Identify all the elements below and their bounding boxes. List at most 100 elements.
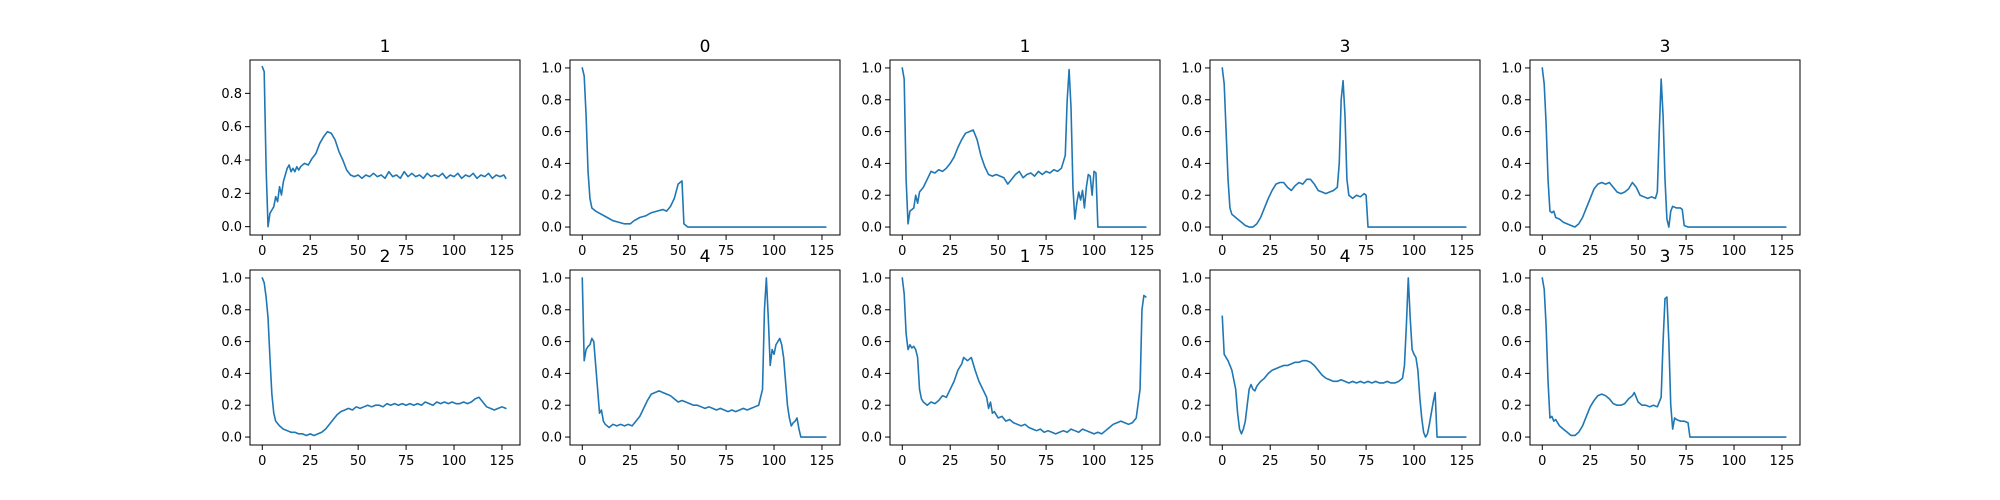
subplot-title: 3 xyxy=(1340,37,1351,57)
y-tick-label: 1.0 xyxy=(861,61,882,76)
x-tick-label: 0 xyxy=(578,454,586,469)
y-tick-label: 1.0 xyxy=(541,271,562,286)
y-tick-label: 0.8 xyxy=(541,303,562,318)
x-tick-label: 50 xyxy=(670,454,687,469)
axes-frame xyxy=(889,59,1161,236)
y-tick-label: 0.8 xyxy=(221,87,242,102)
x-tick-label: 75 xyxy=(1358,454,1375,469)
x-tick-label: 100 xyxy=(762,454,787,469)
y-tick-label: 1.0 xyxy=(1181,61,1202,76)
y-tick-label: 0.8 xyxy=(1181,303,1202,318)
series-line xyxy=(1221,67,1467,228)
subplot-title: 1 xyxy=(1020,247,1031,267)
x-tick-label: 75 xyxy=(1358,244,1375,259)
x-tick-label: 25 xyxy=(1582,244,1599,259)
y-tick-label: 0.4 xyxy=(1501,367,1522,382)
subplot-9: 4 0 25 50 75 100 125 0.0 0.2 0.4 0.6 0.8 1.0 xyxy=(1181,247,1481,469)
subplot-title: 3 xyxy=(1660,247,1671,267)
x-tick-label: 0 xyxy=(578,244,586,259)
x-tick-label: 100 xyxy=(762,244,787,259)
y-tick-label: 0.2 xyxy=(221,399,242,414)
y-tick-label: 0.8 xyxy=(861,93,882,108)
y-tick-label: 0.8 xyxy=(1501,303,1522,318)
x-tick-label: 0 xyxy=(1218,454,1226,469)
y-tick-label: 0.0 xyxy=(541,431,562,446)
y-tick-label: 0.8 xyxy=(541,93,562,108)
y-tick-label: 0.8 xyxy=(1181,93,1202,108)
y-tick-label: 0.6 xyxy=(861,335,882,350)
y-tick-label: 0.6 xyxy=(1181,335,1202,350)
x-tick-label: 75 xyxy=(718,454,735,469)
axes-frame xyxy=(1529,269,1801,446)
y-tick-label: 0.6 xyxy=(861,125,882,140)
y-tick-label: 0.0 xyxy=(221,220,242,235)
x-tick-label: 25 xyxy=(302,244,319,259)
x-tick-label: 50 xyxy=(350,244,367,259)
series-line xyxy=(581,277,827,438)
x-tick-label: 125 xyxy=(1130,244,1155,259)
y-tick-label: 0.0 xyxy=(861,431,882,446)
axes-frame xyxy=(249,269,521,446)
subplot-title: 4 xyxy=(700,247,711,267)
y-tick-label: 0.4 xyxy=(1181,157,1202,172)
subplot-1: 1 0 25 50 75 100 125 0.0 0.2 0.4 0.6 0.8 xyxy=(221,37,521,259)
x-tick-label: 100 xyxy=(1722,454,1747,469)
x-tick-label: 25 xyxy=(1262,244,1279,259)
series-line xyxy=(1541,277,1787,438)
y-tick-label: 0.0 xyxy=(1501,431,1522,446)
x-tick-label: 100 xyxy=(1722,244,1747,259)
subplot-title: 4 xyxy=(1340,247,1351,267)
x-tick-label: 0 xyxy=(258,244,266,259)
x-tick-label: 50 xyxy=(1310,454,1327,469)
subplot-2: 0 0 25 50 75 100 125 0.0 0.2 0.4 0.6 0.8 1.0 xyxy=(541,37,841,259)
y-tick-label: 0.4 xyxy=(1181,367,1202,382)
x-tick-label: 25 xyxy=(1582,454,1599,469)
y-tick-label: 0.0 xyxy=(861,221,882,236)
x-tick-label: 125 xyxy=(1450,244,1475,259)
x-tick-label: 50 xyxy=(1310,244,1327,259)
y-tick-label: 0.8 xyxy=(221,303,242,318)
y-tick-label: 0.4 xyxy=(861,367,882,382)
axes-frame xyxy=(889,269,1161,446)
axes-frame xyxy=(249,59,521,236)
axes-frame xyxy=(569,269,841,446)
y-tick-label: 1.0 xyxy=(1501,61,1522,76)
x-tick-label: 100 xyxy=(1082,454,1107,469)
y-tick-label: 0.8 xyxy=(1501,93,1522,108)
series-line xyxy=(1221,277,1467,438)
x-tick-label: 25 xyxy=(942,454,959,469)
x-tick-label: 125 xyxy=(810,454,835,469)
y-tick-label: 0.8 xyxy=(861,303,882,318)
y-tick-label: 0.2 xyxy=(1181,189,1202,204)
y-tick-label: 0.6 xyxy=(221,120,242,135)
subplot-8: 1 0 25 50 75 100 125 0.0 0.2 0.4 0.6 0.8 1.0 xyxy=(861,247,1161,469)
series-line xyxy=(901,67,1147,228)
subplot-5: 3 0 25 50 75 100 125 0.0 0.2 0.4 0.6 0.8 1.0 xyxy=(1501,37,1801,259)
x-tick-label: 100 xyxy=(442,244,467,259)
y-tick-label: 1.0 xyxy=(1501,271,1522,286)
x-tick-label: 0 xyxy=(1218,244,1226,259)
x-tick-label: 75 xyxy=(1038,244,1055,259)
y-tick-label: 1.0 xyxy=(541,61,562,76)
y-tick-label: 0.0 xyxy=(1181,431,1202,446)
subplot-title: 1 xyxy=(1020,37,1031,57)
x-tick-label: 25 xyxy=(622,454,639,469)
y-tick-label: 0.6 xyxy=(541,125,562,140)
x-tick-label: 125 xyxy=(810,244,835,259)
y-tick-label: 0.2 xyxy=(861,189,882,204)
subplot-6: 2 0 25 50 75 100 125 0.0 0.2 0.4 0.6 0.8 1.0 xyxy=(221,247,521,469)
y-tick-label: 0.2 xyxy=(1501,399,1522,414)
subplot-3: 1 0 25 50 75 100 125 0.0 0.2 0.4 0.6 0.8 1.0 xyxy=(861,37,1161,259)
x-tick-label: 100 xyxy=(1402,454,1427,469)
y-tick-label: 1.0 xyxy=(1181,271,1202,286)
y-tick-label: 0.6 xyxy=(1501,335,1522,350)
y-tick-label: 1.0 xyxy=(861,271,882,286)
y-tick-label: 0.6 xyxy=(1501,125,1522,140)
x-tick-label: 25 xyxy=(622,244,639,259)
y-tick-label: 1.0 xyxy=(221,271,242,286)
y-tick-label: 0.4 xyxy=(221,154,242,169)
x-tick-label: 50 xyxy=(1630,454,1647,469)
series-line xyxy=(261,277,507,437)
x-tick-label: 0 xyxy=(898,244,906,259)
x-tick-label: 25 xyxy=(1262,454,1279,469)
